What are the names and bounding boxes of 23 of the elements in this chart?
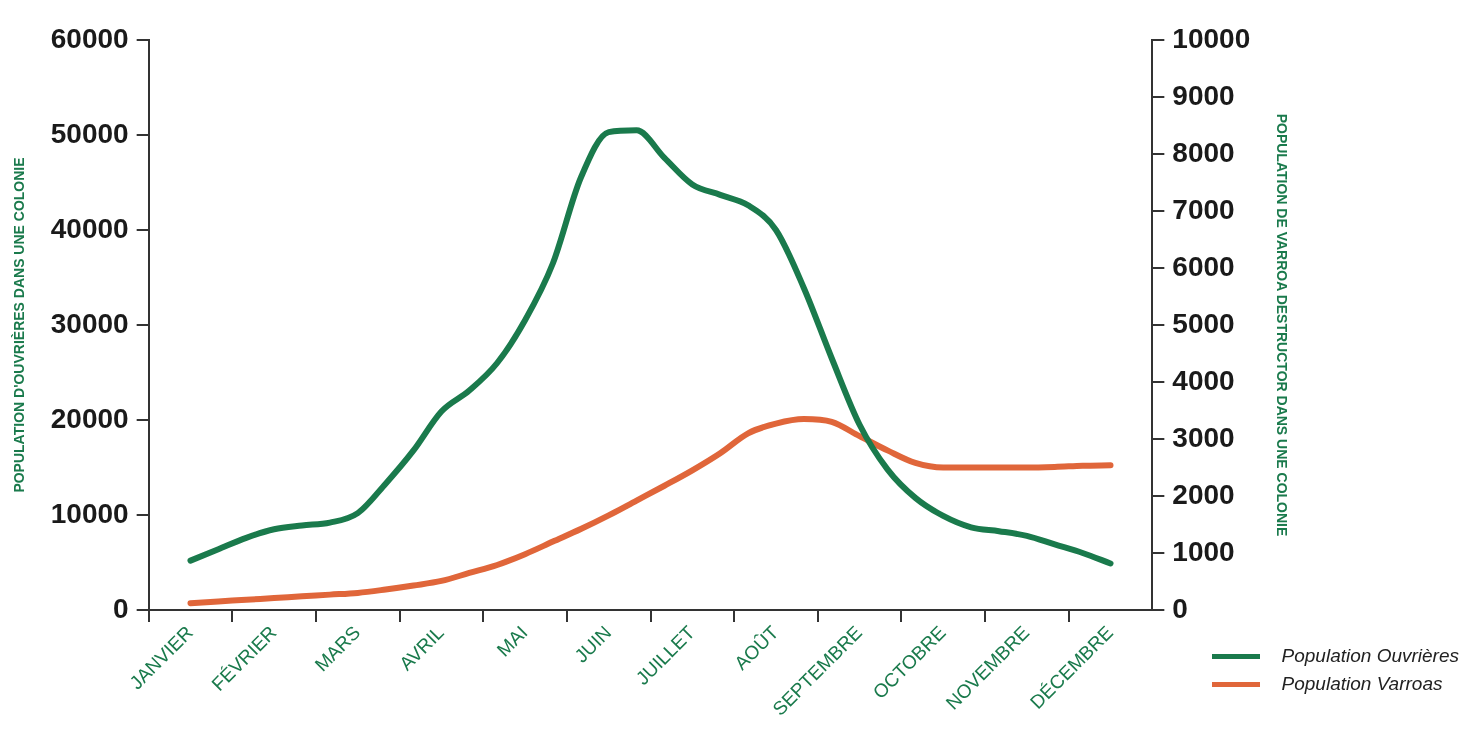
y-tick-label: 60000 [50, 22, 129, 54]
y2-tick-label: 10000 [1172, 22, 1251, 54]
y2-tick-label: 4000 [1172, 364, 1235, 396]
legend-label: Population Varroas [1281, 673, 1443, 695]
y-tick-label: 0 [113, 592, 129, 624]
y-tick-label: 30000 [50, 307, 129, 339]
x-tick-label: MAI [492, 621, 532, 661]
y-tick-label: 20000 [50, 402, 129, 434]
y2-tick-label: 3000 [1172, 421, 1235, 453]
y2-tick-label: 8000 [1172, 136, 1235, 168]
y2-tick-label: 9000 [1172, 79, 1235, 111]
y-tick-label: 50000 [50, 117, 129, 149]
y-axis-title: POPULATION D'OUVRIÈRES DANS UNE COLONIE [11, 157, 28, 493]
y2-tick-label: 1000 [1172, 535, 1235, 567]
y2-tick-label: 5000 [1172, 307, 1235, 339]
y2-axis-title: POPULATION DE VARROA DESTRUCTOR DANS UNE COLONIE [1273, 113, 1290, 537]
y-tick-label: 40000 [50, 212, 129, 244]
y2-tick-label: 6000 [1172, 250, 1235, 282]
y2-tick-label: 2000 [1172, 478, 1235, 510]
y-tick-label: 10000 [50, 497, 129, 529]
legend-label: Population Ouvrières [1281, 645, 1459, 667]
y2-tick-label: 7000 [1172, 193, 1235, 225]
y2-tick-label: 0 [1172, 592, 1188, 624]
